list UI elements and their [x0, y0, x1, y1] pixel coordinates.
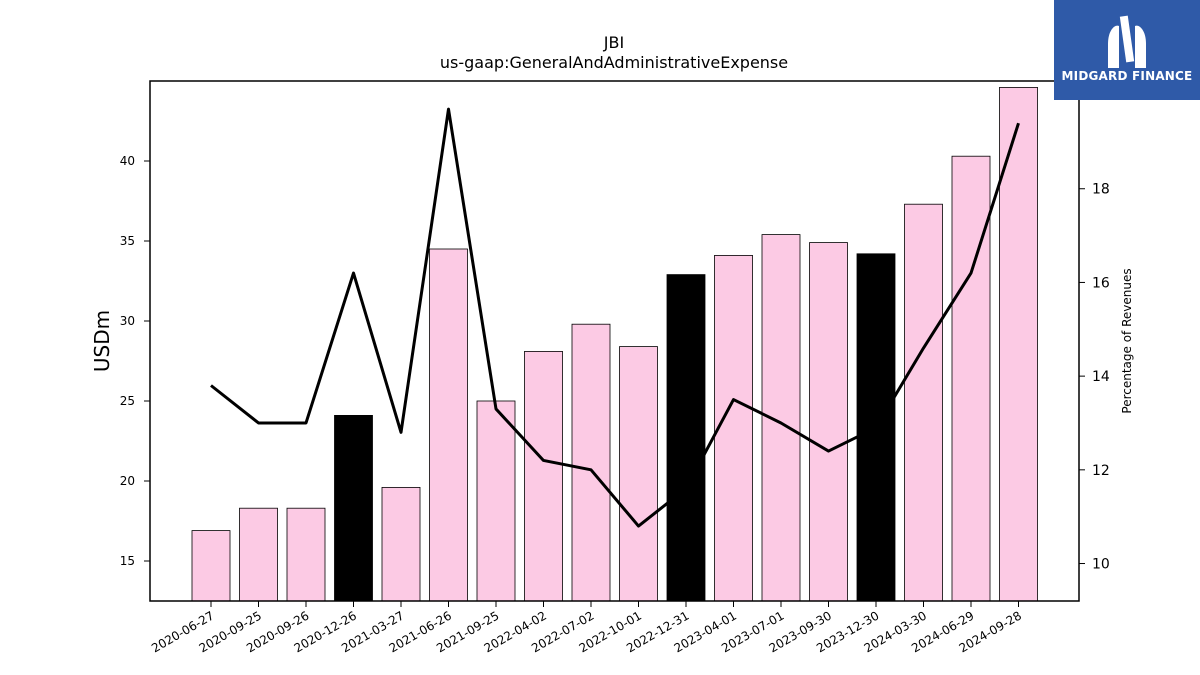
- line-layer: [210, 107, 1020, 528]
- y-tick-label: 30: [120, 314, 135, 328]
- bar: [619, 346, 658, 602]
- bar: [999, 87, 1038, 602]
- y-tick-label: 40: [120, 154, 135, 168]
- chart-subtitle: us-gaap:GeneralAndAdministrativeExpense: [440, 53, 788, 72]
- bar: [571, 323, 611, 602]
- y-axis-label: USDm: [90, 310, 114, 372]
- y-tick-label: 35: [120, 234, 135, 248]
- bar: [381, 486, 421, 602]
- bar: [714, 254, 753, 602]
- y2-axis-label: Percentage of Revenues: [1120, 268, 1134, 413]
- y-axis-left: 15 20 25 30 35 40: [120, 154, 150, 568]
- bar: [666, 274, 706, 602]
- bar: [476, 400, 516, 602]
- logo-text: MIDGARD FINANCE: [1061, 69, 1193, 83]
- y-axis-right: 10 12 14 16 18: [1079, 182, 1110, 573]
- plot-frame: [149, 80, 1080, 602]
- y2-tick-label: 16: [1092, 275, 1110, 291]
- y2-tick-label: 10: [1092, 557, 1110, 573]
- bar: [809, 242, 848, 602]
- y-tick-label: 15: [120, 554, 135, 568]
- bar: [429, 248, 468, 602]
- x-axis: 2020-06-272020-09-252020-09-262020-12-26…: [149, 601, 1024, 655]
- y2-tick-label: 12: [1092, 463, 1110, 479]
- bar: [524, 350, 563, 602]
- midgard-finance-logo: MIDGARD FINANCE: [1054, 0, 1200, 100]
- bar: [904, 203, 943, 602]
- y2-tick-label: 18: [1092, 182, 1110, 198]
- y2-tick-label: 14: [1092, 369, 1110, 385]
- chart-title: JBI: [603, 33, 624, 52]
- bar: [191, 530, 231, 602]
- bar: [334, 414, 373, 602]
- logo-mark-icon: [1108, 15, 1146, 68]
- bar: [951, 155, 991, 602]
- y-tick-label: 25: [120, 394, 135, 408]
- bar: [239, 507, 278, 602]
- percentage-line: [210, 107, 1020, 528]
- bars-layer: [191, 87, 1038, 602]
- bar: [286, 507, 326, 602]
- y-tick-label: 20: [120, 474, 135, 488]
